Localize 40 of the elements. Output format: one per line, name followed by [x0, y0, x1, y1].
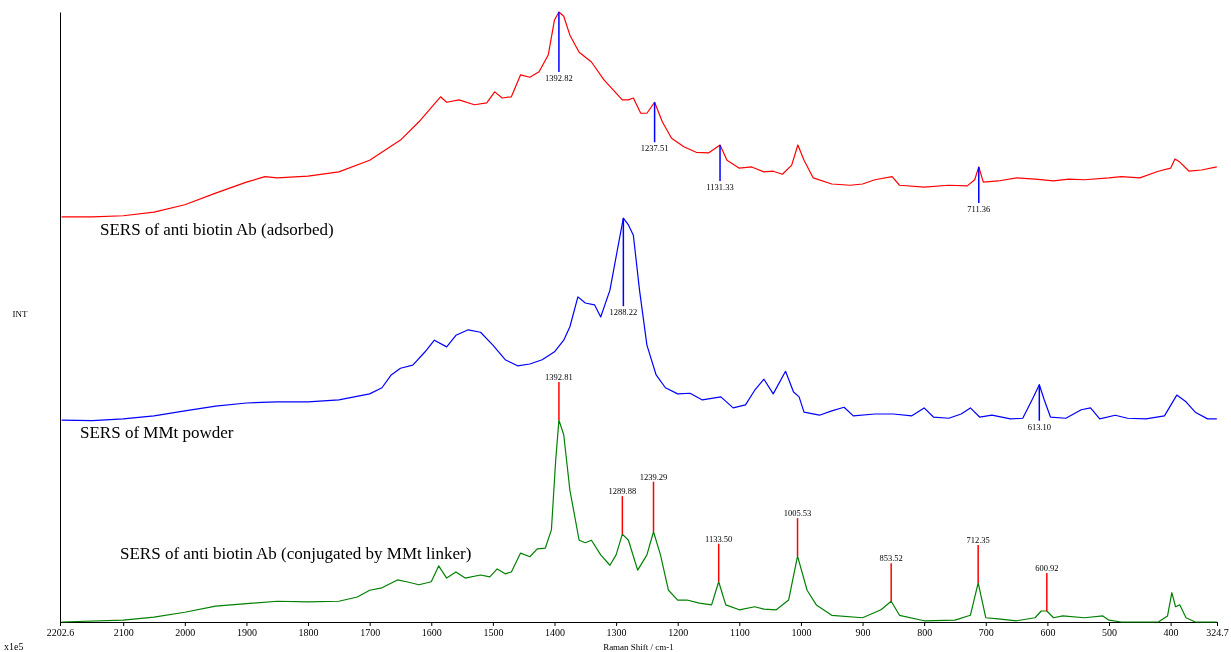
annotation: 613.10 — [1027, 421, 1051, 432]
x-tick-label: 2202.6 — [46, 627, 75, 639]
x-tick-label: 1200 — [668, 627, 689, 639]
annotation: 853.52 — [879, 553, 903, 564]
x-tick-label: 1700 — [360, 627, 381, 639]
x-tick-label: 700 — [978, 627, 994, 639]
x-tick-label: 1300 — [606, 627, 627, 639]
annotation: 712.35 — [966, 534, 990, 545]
x-tick-label: 1500 — [483, 627, 504, 639]
x-tick-label: 2100 — [113, 627, 134, 639]
x-tick-label: 400 — [1163, 627, 1179, 639]
annotation: 1392.81 — [545, 372, 573, 383]
x-tick-label: 324.7 — [1206, 627, 1229, 639]
series-label: SERS of anti biotin Ab (adsorbed) — [100, 219, 334, 239]
annotation: 1237.51 — [640, 143, 669, 154]
annotation: 1133.50 — [705, 533, 733, 544]
x-tick-label: 1800 — [298, 627, 319, 639]
annotation: 711.36 — [967, 203, 991, 214]
x-tick-label: 1000 — [791, 627, 812, 639]
x-tick-label: 500 — [1102, 627, 1117, 639]
y-axis-title: INT — [12, 309, 28, 319]
x-tick-label: 2000 — [175, 627, 196, 639]
x-tick-label: 1100 — [730, 627, 750, 639]
annotation: 1131.33 — [706, 181, 734, 192]
annotation: 1239.29 — [639, 471, 668, 482]
x-tick-label: 1900 — [236, 627, 257, 639]
x-tick-label: 600 — [1040, 627, 1056, 639]
annotation: 1288.22 — [609, 307, 638, 318]
series-label: SERS of MMt powder — [80, 423, 234, 443]
x-tick-label: 1400 — [544, 627, 565, 639]
annotation: 600.92 — [1035, 563, 1059, 574]
x-tick-label: 900 — [855, 627, 871, 639]
x-tick-label: 800 — [917, 627, 933, 639]
annotation: 1005.53 — [783, 508, 812, 519]
text: x1e5 — [4, 641, 24, 652]
x-tick-label: 1600 — [421, 627, 442, 639]
annotation: 1392.82 — [545, 73, 573, 83]
annotation: 1289.88 — [608, 486, 637, 497]
x-axis-title: Raman Shift / cm-1 — [603, 642, 674, 652]
series-label: SERS of anti biotin Ab (conjugated by MMt linker) — [120, 544, 472, 563]
